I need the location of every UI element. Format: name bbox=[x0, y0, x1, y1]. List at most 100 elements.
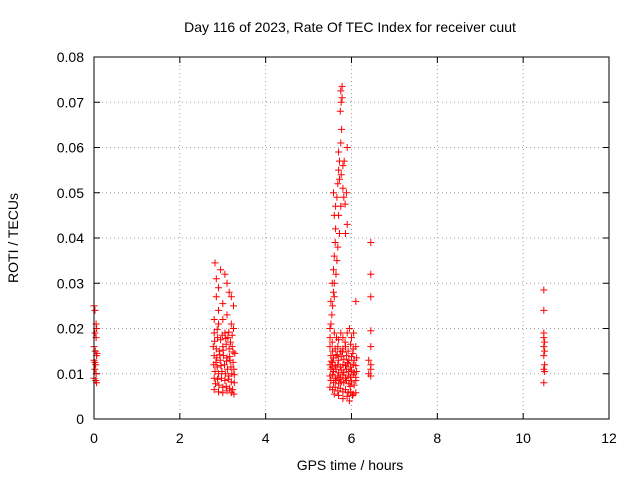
data-point bbox=[225, 328, 233, 336]
y-tick-label: 0.01 bbox=[57, 366, 84, 382]
data-point bbox=[343, 220, 351, 228]
data-point bbox=[340, 193, 348, 201]
data-point bbox=[367, 270, 375, 278]
data-point bbox=[230, 379, 238, 387]
data-point bbox=[344, 347, 352, 355]
data-point bbox=[540, 352, 548, 360]
data-point bbox=[341, 200, 349, 208]
data-point bbox=[334, 180, 342, 188]
data-point bbox=[339, 395, 347, 403]
data-point bbox=[222, 382, 230, 390]
data-point bbox=[210, 374, 218, 382]
data-point bbox=[93, 349, 101, 357]
data-point bbox=[214, 375, 222, 383]
data-point bbox=[331, 383, 339, 391]
data-point bbox=[230, 302, 237, 310]
data-point bbox=[211, 259, 219, 267]
data-point bbox=[340, 157, 348, 165]
data-point bbox=[345, 397, 353, 405]
data-point bbox=[339, 162, 347, 170]
y-tick-label: 0.08 bbox=[57, 49, 84, 65]
data-point bbox=[352, 362, 360, 370]
chart-title: Day 116 of 2023, Rate Of TEC Index for r… bbox=[184, 19, 516, 35]
x-tick-label: 8 bbox=[433, 430, 441, 446]
data-point bbox=[210, 386, 218, 394]
data-point bbox=[227, 338, 234, 346]
data-point bbox=[91, 306, 99, 314]
data-point bbox=[219, 389, 227, 397]
data-point bbox=[330, 279, 338, 287]
data-point bbox=[225, 288, 233, 296]
data-point bbox=[328, 363, 336, 371]
y-tick-label: 0.07 bbox=[57, 94, 84, 110]
data-point bbox=[229, 358, 237, 366]
plot-frame bbox=[93, 56, 610, 420]
data-point bbox=[340, 355, 348, 363]
data-point bbox=[229, 348, 237, 356]
data-point bbox=[332, 270, 340, 278]
data-point bbox=[353, 354, 361, 362]
data-point bbox=[230, 371, 238, 379]
data-point bbox=[228, 331, 236, 339]
data-point bbox=[348, 353, 355, 361]
data-point bbox=[338, 82, 346, 90]
data-point bbox=[335, 356, 343, 364]
y-tick-label: 0.02 bbox=[57, 321, 84, 337]
data-point bbox=[332, 352, 340, 360]
data-point bbox=[367, 343, 375, 351]
y-tick-label: 0.06 bbox=[57, 140, 84, 156]
x-axis-label: GPS time / hours bbox=[297, 457, 404, 473]
data-point bbox=[219, 300, 227, 308]
data-point bbox=[330, 189, 337, 197]
data-point bbox=[213, 363, 221, 371]
data-point bbox=[216, 351, 224, 359]
data-point bbox=[348, 334, 355, 342]
data-point bbox=[212, 380, 219, 388]
data-point bbox=[334, 343, 342, 351]
data-point bbox=[91, 329, 99, 337]
data-point bbox=[327, 320, 335, 328]
data-point bbox=[335, 166, 343, 174]
data-point bbox=[223, 357, 231, 365]
data-point bbox=[215, 284, 222, 292]
axes: 0 0.01 0.02 0.03 0.04 0.05 0.06 0.07 0.08 0 2 4 6 8 10… bbox=[57, 49, 617, 446]
data-point bbox=[223, 311, 231, 319]
data-point bbox=[326, 325, 334, 332]
data-point bbox=[222, 335, 230, 342]
data-point bbox=[215, 388, 222, 396]
data-point bbox=[335, 211, 343, 219]
x-tick-label: 4 bbox=[262, 430, 270, 446]
data-point bbox=[365, 356, 373, 364]
data-point bbox=[332, 225, 340, 233]
data-point bbox=[339, 371, 347, 379]
y-tick-label: 0.05 bbox=[57, 185, 84, 201]
data-point bbox=[231, 349, 239, 357]
data-point bbox=[347, 340, 355, 348]
data-point bbox=[226, 353, 234, 361]
data-point bbox=[346, 382, 354, 390]
data-point bbox=[337, 329, 345, 337]
data-point bbox=[367, 372, 375, 380]
grid-lines bbox=[94, 57, 609, 419]
data-point bbox=[345, 325, 353, 332]
data-point bbox=[91, 365, 99, 373]
data-point bbox=[541, 338, 549, 346]
data-point bbox=[330, 252, 338, 260]
data-point bbox=[337, 87, 345, 95]
data-point bbox=[332, 365, 340, 373]
data-point bbox=[227, 293, 235, 301]
data-point bbox=[336, 230, 343, 237]
data-point bbox=[342, 352, 350, 360]
data-point bbox=[217, 266, 225, 274]
data-point bbox=[540, 379, 548, 387]
y-tick-label: 0.03 bbox=[57, 275, 84, 291]
data-point bbox=[349, 349, 357, 357]
x-tick-label: 6 bbox=[348, 430, 356, 446]
data-point bbox=[91, 358, 99, 366]
data-point bbox=[540, 334, 548, 342]
data-point bbox=[344, 358, 352, 366]
data-point bbox=[212, 293, 220, 301]
data-point bbox=[227, 378, 235, 386]
data-point bbox=[210, 316, 218, 323]
data-point bbox=[541, 368, 549, 375]
